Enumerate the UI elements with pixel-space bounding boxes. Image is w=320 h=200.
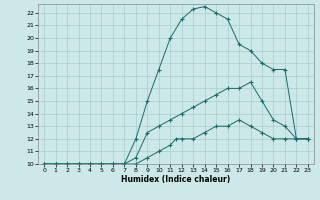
X-axis label: Humidex (Indice chaleur): Humidex (Indice chaleur)	[121, 175, 231, 184]
